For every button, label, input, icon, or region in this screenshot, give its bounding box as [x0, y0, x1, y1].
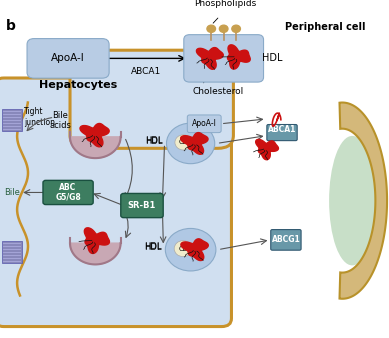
FancyBboxPatch shape [184, 35, 263, 82]
Circle shape [166, 123, 215, 164]
Text: ABCA1: ABCA1 [268, 125, 296, 134]
Text: Peripheral cell: Peripheral cell [285, 22, 365, 32]
Text: Cholesterol: Cholesterol [193, 87, 244, 96]
Circle shape [207, 25, 216, 32]
Text: b: b [6, 19, 16, 33]
FancyBboxPatch shape [70, 50, 233, 148]
Text: ABC
G5/G8: ABC G5/G8 [55, 183, 81, 202]
Polygon shape [196, 48, 223, 69]
Polygon shape [256, 139, 279, 160]
FancyBboxPatch shape [267, 124, 297, 141]
Ellipse shape [175, 135, 192, 150]
FancyBboxPatch shape [2, 241, 22, 263]
Polygon shape [80, 123, 109, 147]
FancyBboxPatch shape [121, 193, 163, 218]
Text: Bile
acids: Bile acids [49, 111, 71, 130]
Text: HDL: HDL [144, 242, 161, 251]
Polygon shape [228, 45, 250, 69]
Circle shape [165, 228, 216, 271]
Ellipse shape [329, 136, 375, 265]
Polygon shape [180, 132, 208, 154]
Polygon shape [70, 137, 121, 158]
Circle shape [219, 25, 228, 32]
Text: ApoA-I: ApoA-I [51, 53, 85, 63]
Text: Bile: Bile [4, 188, 19, 197]
FancyBboxPatch shape [2, 109, 22, 131]
FancyBboxPatch shape [187, 115, 221, 132]
Polygon shape [84, 228, 109, 254]
FancyBboxPatch shape [27, 39, 109, 78]
FancyBboxPatch shape [0, 78, 231, 327]
Circle shape [232, 25, 240, 32]
Text: CE: CE [179, 139, 188, 145]
Text: HDL: HDL [144, 243, 161, 252]
Text: HDL: HDL [145, 136, 163, 145]
Polygon shape [340, 102, 387, 299]
Polygon shape [181, 239, 208, 261]
Text: ABCA1: ABCA1 [131, 67, 161, 76]
Text: ApoA-I: ApoA-I [192, 119, 217, 128]
Text: HDL: HDL [262, 53, 283, 63]
FancyBboxPatch shape [43, 180, 93, 204]
Text: CE: CE [179, 246, 187, 251]
FancyBboxPatch shape [271, 230, 301, 250]
Text: SR-B1: SR-B1 [128, 201, 156, 210]
Polygon shape [70, 243, 121, 264]
Text: ABCG1: ABCG1 [272, 235, 300, 244]
Text: Hepatocytes: Hepatocytes [39, 80, 117, 90]
Text: Phospholipids: Phospholipids [194, 0, 257, 8]
Text: HDL: HDL [145, 137, 163, 146]
Ellipse shape [174, 241, 192, 257]
Text: Tight
junction: Tight junction [24, 107, 55, 127]
